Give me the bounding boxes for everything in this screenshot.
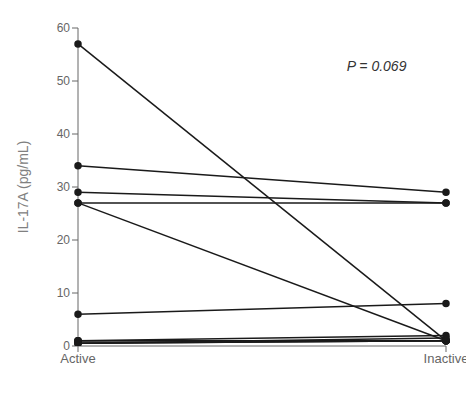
- svg-text:10: 10: [57, 286, 71, 300]
- svg-text:Active: Active: [60, 351, 95, 366]
- svg-text:20: 20: [57, 233, 71, 247]
- svg-text:40: 40: [57, 127, 71, 141]
- svg-text:50: 50: [57, 74, 71, 88]
- svg-text:0: 0: [63, 339, 70, 353]
- svg-text:60: 60: [57, 21, 71, 35]
- svg-text:Inactive: Inactive: [424, 351, 466, 366]
- svg-text:IL-17A (pg/mL): IL-17A (pg/mL): [15, 141, 31, 234]
- svg-text:30: 30: [57, 180, 71, 194]
- html-text:P = 0.069: P = 0.069: [346, 58, 407, 75]
